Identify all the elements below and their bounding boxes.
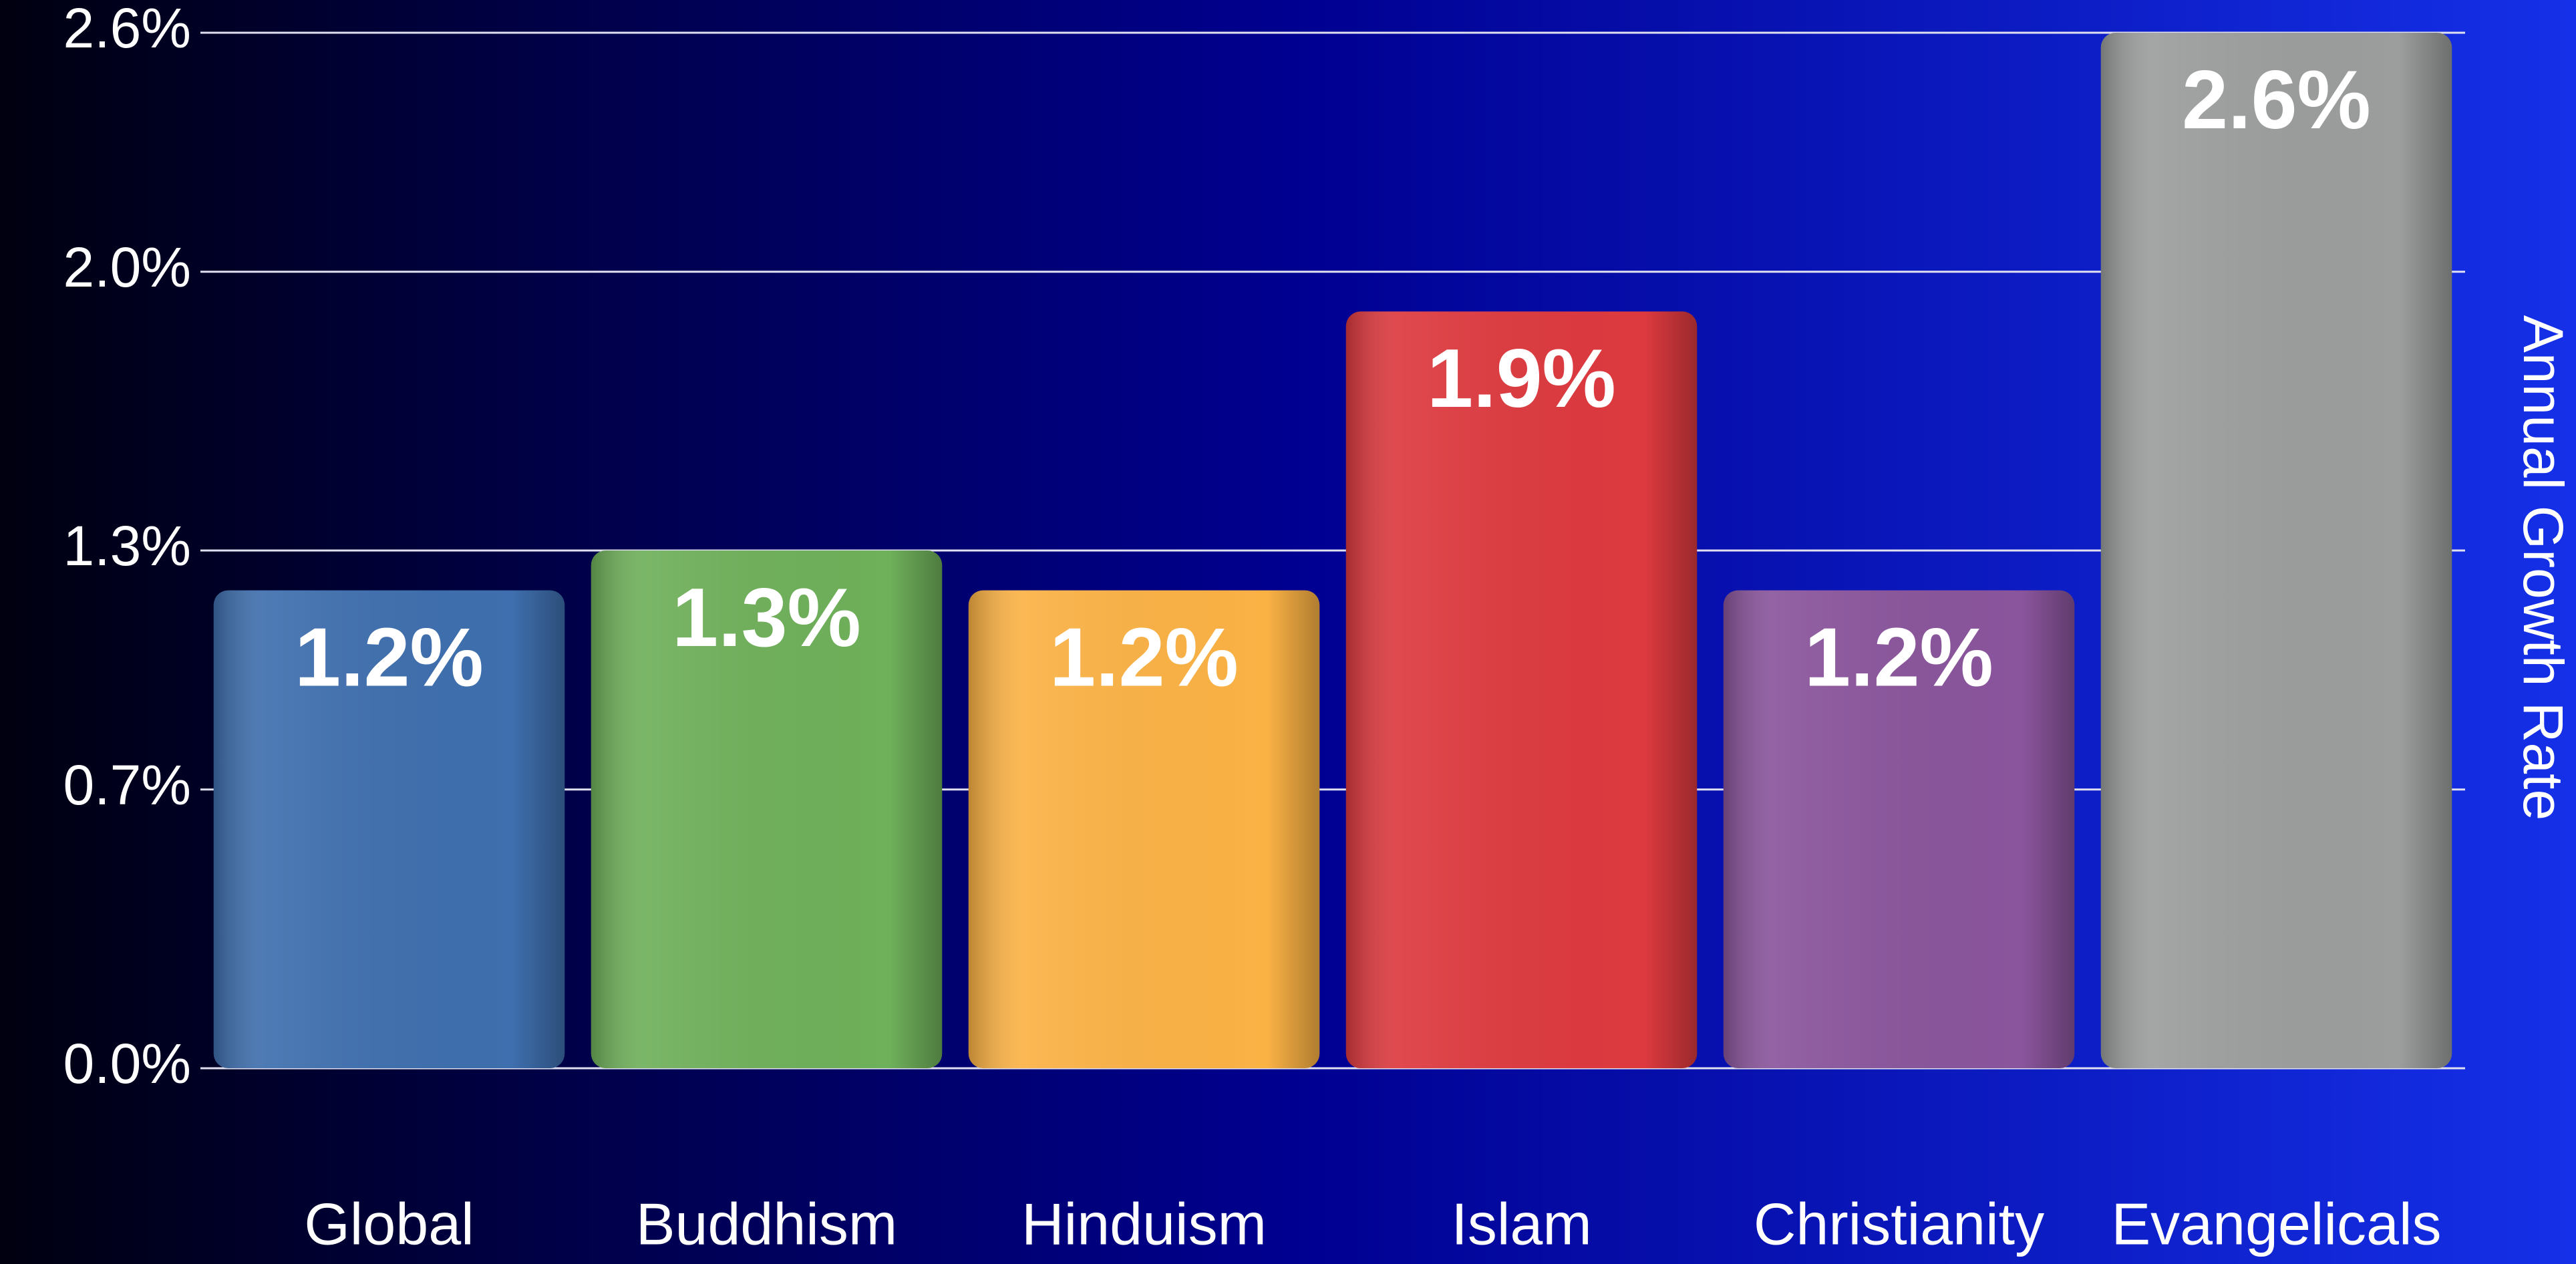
x-tick-label: Hinduism bbox=[1021, 1191, 1267, 1257]
y-tick-label: 0.0% bbox=[63, 1032, 191, 1095]
y-tick-label: 0.7% bbox=[63, 754, 191, 816]
bar-shading bbox=[2101, 33, 2452, 1068]
value-label: 2.6% bbox=[2182, 54, 2371, 146]
y-tick-label: 1.3% bbox=[63, 514, 191, 577]
value-label: 1.9% bbox=[1427, 333, 1616, 425]
bar-shading bbox=[1346, 311, 1697, 1068]
value-label: 1.3% bbox=[672, 572, 861, 664]
y-tick-label: 2.6% bbox=[63, 0, 191, 59]
value-label: 1.2% bbox=[295, 611, 484, 703]
x-tick-label: Christianity bbox=[1754, 1191, 2044, 1257]
chart: Annual Growth Rate 0.0% 0.7% 1.3% 2.0% 2.6% 1… bbox=[0, 0, 2576, 1264]
y-axis-label: Annual Growth Rate bbox=[2512, 315, 2575, 820]
x-tick-label: Buddhism bbox=[636, 1191, 897, 1257]
x-tick-label: Evangelicals bbox=[2111, 1191, 2441, 1257]
value-label: 1.2% bbox=[1804, 611, 1993, 703]
x-tick-label: Global bbox=[304, 1191, 474, 1257]
y-tick-label: 2.0% bbox=[63, 236, 191, 299]
x-tick-label: Islam bbox=[1451, 1191, 1591, 1257]
page: {"chart_data": {"type": "bar", "y_axis_l… bbox=[0, 0, 2576, 1264]
value-label: 1.2% bbox=[1050, 611, 1239, 703]
